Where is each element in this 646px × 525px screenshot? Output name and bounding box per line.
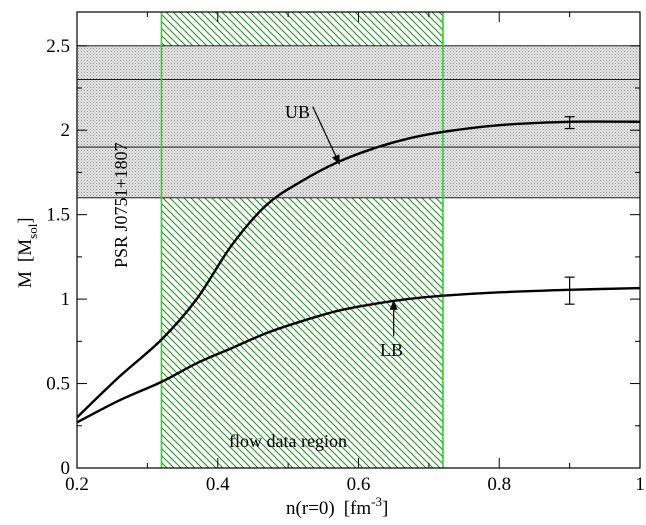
background-bands [77, 12, 640, 468]
error-bars [564, 116, 575, 305]
series-line-lb [77, 286, 640, 424]
x-tick-label: 0.2 [65, 474, 89, 495]
x-tick-label: 0.6 [347, 474, 371, 495]
y-axis-label: M[Msol] [15, 217, 40, 288]
y-tick-label: 1.5 [46, 205, 70, 226]
y-tick-label: 2.5 [46, 36, 70, 57]
psr-label: PSR J0751+1807 [111, 142, 131, 268]
y-tick-label: 0 [61, 458, 71, 479]
y-tick-label: 2 [61, 120, 71, 141]
x-tick-label: 0.4 [206, 474, 230, 495]
curves-layer [77, 120, 640, 424]
axis-ticks: 0.2 0.4 0.6 0.8 1 0 0.5 1 1.5 2 2.5 [46, 12, 645, 495]
x-tick-label: 0.8 [487, 474, 511, 495]
flow-region-bottom-hatch [161, 197, 443, 468]
x-tick-label: 1 [635, 474, 645, 495]
ub-label: UB [285, 102, 310, 122]
flow-region-top-hatch [161, 12, 443, 46]
flow-region-label: flow data region [229, 431, 347, 451]
y-tick-label: 0.5 [46, 374, 70, 395]
y-tick-label: 1 [61, 289, 71, 310]
series-line-ub [77, 120, 640, 419]
x-axis-label: n(r=0) [fm-3] [286, 494, 388, 519]
lb-label: LB [380, 340, 403, 360]
ub-arrow [312, 106, 341, 165]
